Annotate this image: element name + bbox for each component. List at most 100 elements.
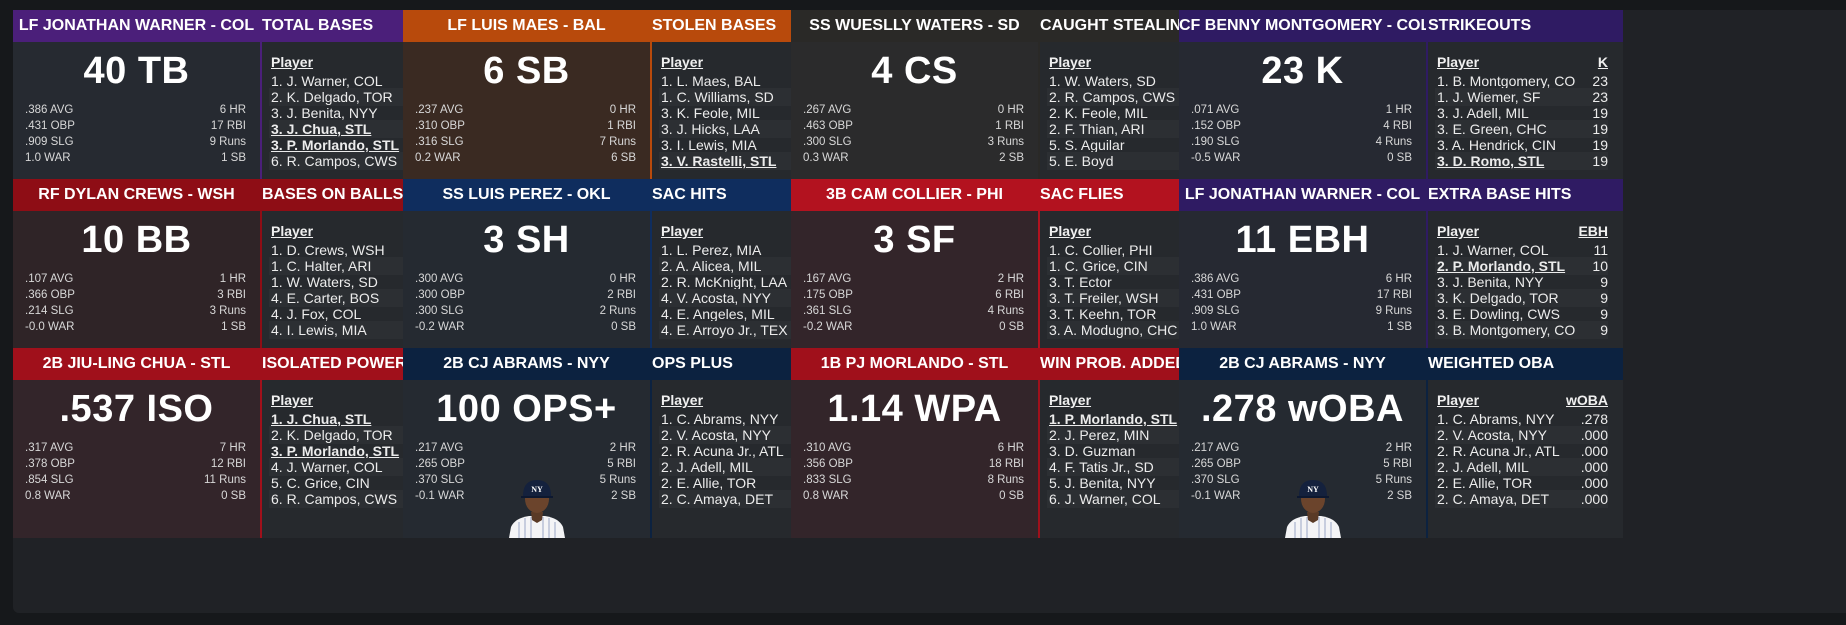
column-header-player[interactable]: Player — [1437, 223, 1480, 239]
player-title[interactable]: LF JONATHAN WARNER - COL — [1184, 186, 1421, 203]
leaderboard-table: Player OPS+ 1. C. Abrams, NYY1002. V. Ac… — [652, 380, 847, 538]
leaderboard-row[interactable]: 3. J. Hicks, LAA5 — [659, 120, 832, 138]
leaderboard-row[interactable]: 3. B. Montgomery, COL 9 — [1435, 321, 1608, 339]
row-player-name[interactable]: 3. D. Romo, STL — [1437, 153, 1545, 169]
row-player-name[interactable]: 3. J. Chua, STL — [271, 121, 372, 137]
leaderboard-row[interactable]: 2. P. Morlando, STL 10 — [1435, 257, 1608, 275]
column-header-player[interactable]: Player — [1437, 54, 1480, 70]
leaderboard-row[interactable]: 2. C. Amaya, DET .000 — [1435, 490, 1608, 508]
leaderboard-row[interactable]: 3. E. Green, CHC 19 — [1435, 120, 1608, 138]
big-stat-value: 100 OPS+ — [436, 388, 617, 430]
player-title[interactable]: SS LUIS PEREZ - OKL — [442, 186, 611, 203]
mini-stat-sb: 6 SB — [611, 152, 636, 164]
row-player-name[interactable]: 1. J. Chua, STL — [271, 411, 372, 427]
mini-stat-sb: 2 SB — [611, 490, 636, 502]
column-header-stat[interactable]: K — [1597, 54, 1608, 70]
leader-card: 2B CJ ABRAMS - NYY OPS PLUS 100 OPS+ .21… — [403, 348, 847, 538]
stat-title: TOTAL BASES — [262, 17, 374, 34]
leaderboard-row[interactable]: 3. J. Adell, MIL 19 — [1435, 104, 1608, 122]
leaderboard-row[interactable]: 1. J. Wiemer, SF 23 — [1435, 88, 1608, 106]
player-title[interactable]: SS WUESLLY WATERS - SD — [809, 17, 1020, 34]
panel-divider — [260, 211, 262, 369]
column-header-stat[interactable]: EBH — [1578, 223, 1608, 239]
leaderboard-row[interactable]: 1. C. Williams, SD6 — [659, 88, 832, 106]
player-title[interactable]: LF LUIS MAES - BAL — [447, 17, 606, 34]
leaderboard-row[interactable]: 1. J. Warner, COL 11 — [1435, 241, 1608, 259]
leaderboard-row[interactable]: 2. E. Allie, TOR .000 — [1435, 474, 1608, 492]
leaderboard-row[interactable]: 3. J. Benita, NYY 9 — [1435, 273, 1608, 291]
card-header: 3B CAM COLLIER - PHI SAC FLIES — [791, 179, 1235, 211]
leaderboard-row[interactable]: 1. B. Montgomery, COL 23 — [1435, 72, 1608, 90]
column-header-player[interactable]: Player — [661, 223, 704, 239]
column-header-player[interactable]: Player — [661, 54, 704, 70]
card-header: 2B JIU-LING CHUA - STL ISOLATED POWER — [13, 348, 457, 380]
leaderboard-row[interactable]: 2. V. Acosta, NYY- — [659, 426, 832, 444]
mini-stat-avg: .237 AVG — [415, 104, 464, 116]
row-player-name: 3. J. Adell, MIL — [1437, 105, 1529, 121]
player-title[interactable]: 2B CJ ABRAMS - NYY — [443, 355, 610, 372]
row-player-name: 3. E. Green, CHC — [1437, 121, 1547, 137]
mini-stat-runs: 11 Runs — [204, 474, 246, 486]
row-player-name: 1. J. Warner, COL — [271, 73, 383, 89]
player-title[interactable]: 2B CJ ABRAMS - NYY — [1219, 355, 1386, 372]
player-summary: 11 EBH .386 AVG .431 OBP .909 SLG 1.0 WA… — [1179, 211, 1426, 369]
leaderboard-row[interactable]: 3. A. Hendrick, CIN 19 — [1435, 136, 1608, 154]
row-player-name: 4. J. Warner, COL — [271, 459, 383, 475]
leaderboard-row[interactable]: 2. R. Acuna Jr., ATL .000 — [1435, 442, 1608, 460]
row-player-name[interactable]: 1. P. Morlando, STL — [1049, 411, 1178, 427]
leaderboard-row[interactable]: 3. D. Romo, STL 19 — [1435, 152, 1608, 170]
leaderboard-row[interactable]: 1. C. Halter, ARI10 — [269, 257, 442, 275]
leaderboard-row[interactable]: 1. C. Abrams, NYY .278 — [1435, 410, 1608, 428]
row-player-name: 4. E. Angeles, MIL — [661, 306, 775, 322]
column-header-player[interactable]: Player — [271, 223, 314, 239]
row-player-name[interactable]: 3. P. Morlando, STL — [271, 443, 400, 459]
row-player-name[interactable]: 2. P. Morlando, STL — [1437, 258, 1566, 274]
row-player-name: 1. L. Perez, MIA — [661, 242, 762, 258]
row-player-name: 2. E. Allie, TOR — [1437, 475, 1533, 491]
leaderboard-row[interactable]: 2. K. Delgado, TOR38 — [269, 88, 442, 106]
mini-stat-obp: .431 OBP — [25, 120, 75, 132]
player-title[interactable]: RF DYLAN CREWS - WSH — [38, 186, 235, 203]
row-player-name: 2. K. Feole, MIL — [1049, 105, 1148, 121]
leaderboard-row[interactable]: 3. K. Delgado, TOR 9 — [1435, 289, 1608, 307]
leaderboard-row[interactable]: 2. J. Adell, MIL- — [659, 458, 832, 476]
card-header: LF JONATHAN WARNER - COL TOTAL BASES — [13, 10, 457, 42]
stat-title: BASES ON BALLS — [262, 186, 404, 203]
leaderboard-header: Player EBH — [1428, 223, 1608, 241]
row-player-name: 3. T. Keehn, TOR — [1049, 306, 1157, 322]
player-title[interactable]: CF BENNY MONTGOMERY - COL — [1179, 17, 1426, 34]
column-header-stat[interactable]: wOBA — [1566, 392, 1608, 408]
leaderboard-row[interactable]: 6. J. Warner, COL0.96 — [1047, 490, 1220, 508]
column-header-player[interactable]: Player — [1049, 392, 1092, 408]
leaderboard-row[interactable]: 3. E. Dowling, CWS 9 — [1435, 305, 1608, 323]
leaderboard-row[interactable]: 3. V. Rastelli, STL5 — [659, 152, 832, 170]
leaderboard-row[interactable]: 2. V. Acosta, NYY .000 — [1435, 426, 1608, 444]
leaderboard-row[interactable]: 6. R. Campos, CWS34 — [269, 152, 442, 170]
player-title[interactable]: 2B JIU-LING CHUA - STL — [42, 355, 231, 372]
mini-stat-sb: 1 SB — [221, 152, 246, 164]
leaderboard-row[interactable]: 3. A. Modugno, CHC2 — [1047, 321, 1220, 339]
row-player-name[interactable]: 3. V. Rastelli, STL — [661, 153, 777, 169]
player-title[interactable]: 1B PJ MORLANDO - STL — [820, 355, 1009, 372]
mini-stat-avg: .107 AVG — [25, 273, 74, 285]
column-header-player[interactable]: Player — [271, 392, 314, 408]
mini-stat-slg: .214 SLG — [25, 305, 74, 317]
row-stat-value: .000 — [1580, 475, 1608, 491]
row-stat-value: 23 — [1592, 89, 1608, 105]
column-header-player[interactable]: Player — [1437, 392, 1480, 408]
row-player-name: 1. W. Waters, SD — [271, 274, 378, 290]
column-header-player[interactable]: Player — [271, 54, 314, 70]
column-header-player[interactable]: Player — [1049, 54, 1092, 70]
mini-stat-hr: 2 HR — [609, 442, 636, 454]
column-header-player[interactable]: Player — [661, 392, 704, 408]
mini-stat-slg: .300 SLG — [803, 136, 852, 148]
row-player-name[interactable]: 3. P. Morlando, STL — [271, 137, 400, 153]
card-header: LF LUIS MAES - BAL STOLEN BASES — [403, 10, 847, 42]
leaderboard-row[interactable]: 2. J. Adell, MIL .000 — [1435, 458, 1608, 476]
player-title[interactable]: LF JONATHAN WARNER - COL — [18, 17, 255, 34]
player-title[interactable]: 3B CAM COLLIER - PHI — [826, 186, 1003, 203]
player-summary: .537 ISO .317 AVG .378 OBP .854 SLG 0.8 … — [13, 380, 260, 538]
column-header-player[interactable]: Player — [1049, 223, 1092, 239]
card-header: 2B CJ ABRAMS - NYY WEIGHTED OBA — [1179, 348, 1623, 380]
mini-stat-slg: .361 SLG — [803, 305, 852, 317]
